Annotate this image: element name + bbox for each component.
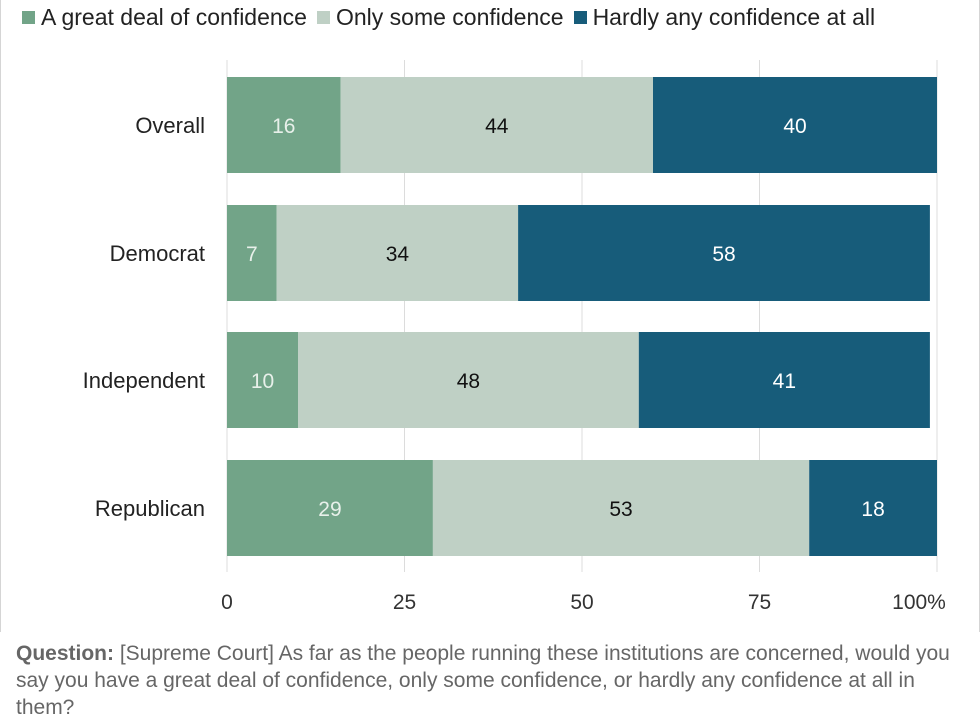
data-label-independent-series-1: 48	[457, 370, 480, 393]
data-label-republican-series-2: 18	[861, 498, 884, 521]
bar-overall-series-2	[653, 77, 937, 173]
footnote-text: [Supreme Court] As far as the people run…	[16, 642, 950, 719]
x-tick-label-50: 50	[570, 591, 593, 614]
legend-label-hardly-any: Hardly any confidence at all	[592, 4, 876, 30]
bar-republican-series-0	[227, 460, 433, 556]
bar-independent-series-2	[638, 332, 930, 428]
x-axis-ticks: 0 25 50 75 100%	[221, 591, 946, 614]
x-tick-label-0: 0	[221, 591, 233, 614]
bar-overall-series-0	[227, 77, 341, 173]
data-label-republican-series-0: 29	[318, 498, 341, 521]
legend-item-great-deal: A great deal of confidence	[22, 4, 307, 31]
data-label-overall-series-2: 40	[783, 115, 806, 138]
bar-republican-series-1	[432, 460, 810, 556]
bar-layer: 16 44 40 7 34 58 10 48 41 29 53 18	[227, 77, 937, 556]
data-label-independent-series-2: 41	[773, 370, 796, 393]
legend-item-only-some: Only some confidence	[316, 4, 564, 31]
category-label-overall: Overall	[135, 113, 205, 138]
bar-independent-series-1	[298, 332, 639, 428]
legend-label-only-some: Only some confidence	[335, 4, 564, 30]
bar-democrat-series-1	[276, 205, 519, 301]
left-border	[0, 0, 1, 632]
x-tick-label-75: 75	[748, 591, 771, 614]
bar-independent-series-0	[227, 332, 298, 428]
data-label-republican-series-1: 53	[609, 498, 632, 521]
data-label-democrat-series-0: 7	[246, 243, 258, 266]
bar-republican-series-2	[809, 460, 937, 556]
data-label-independent-series-0: 10	[251, 370, 274, 393]
x-tick-label-25: 25	[393, 591, 416, 614]
data-label-overall-series-0: 16	[272, 115, 295, 138]
bar-democrat-series-2	[518, 205, 930, 301]
x-tick-label-100: 100%	[892, 591, 946, 614]
question-footnote: Question: [Supreme Court] As far as the …	[16, 640, 966, 721]
legend-swatch-great-deal	[22, 11, 35, 24]
chart-legend: A great deal of confidence Only some con…	[22, 4, 885, 31]
bar-democrat-series-0	[227, 205, 277, 301]
category-label-democrat: Democrat	[110, 241, 205, 266]
data-label-democrat-series-2: 58	[712, 243, 735, 266]
category-label-republican: Republican	[95, 496, 205, 521]
footnote-label: Question:	[16, 642, 114, 665]
category-label-independent: Independent	[83, 368, 205, 393]
category-labels: Overall Democrat Independent Republican	[83, 113, 205, 521]
legend-item-hardly-any: Hardly any confidence at all	[573, 4, 876, 31]
bar-overall-series-1	[340, 77, 653, 173]
legend-swatch-only-some	[316, 11, 330, 24]
data-label-overall-series-1: 44	[485, 115, 509, 138]
data-label-democrat-series-1: 34	[386, 243, 410, 266]
legend-label-great-deal: A great deal of confidence	[41, 4, 307, 30]
legend-swatch-hardly-any	[573, 11, 587, 24]
